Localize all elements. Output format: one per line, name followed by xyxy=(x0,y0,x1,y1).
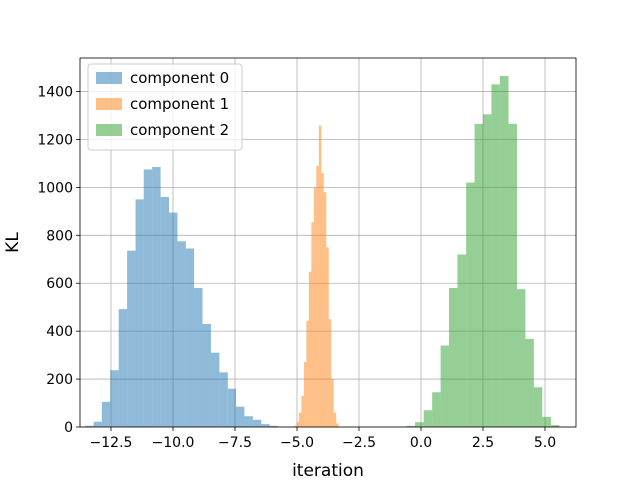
x-tick-label-5: 0.0 xyxy=(410,435,432,451)
y-tick-label-7: 1400 xyxy=(37,85,73,101)
y-tick-label-2: 400 xyxy=(46,324,73,340)
bar-series-1-bin-11 xyxy=(321,173,324,427)
legend-frame xyxy=(87,63,243,151)
bar-series-2-bin-12 xyxy=(508,123,517,428)
bar-series-0-bin-3 xyxy=(110,370,119,427)
bar-series-2-bin-9 xyxy=(483,114,492,427)
bar-series-0-bin-16 xyxy=(219,372,228,427)
bar-series-1-bin-8 xyxy=(313,187,317,427)
bar-series-0-bin-14 xyxy=(202,323,211,427)
bar-series-0-bin-5 xyxy=(127,250,136,427)
x-tick-label-7: 5.0 xyxy=(534,435,556,451)
bar-series-2-bin-4 xyxy=(440,345,450,427)
bar-series-1-bin-0 xyxy=(294,425,297,427)
bar-series-2-bin-15 xyxy=(533,387,543,427)
bar-series-0-bin-12 xyxy=(185,248,195,427)
legend-swatch-2 xyxy=(96,124,122,136)
bar-series-2-bin-7 xyxy=(466,182,475,427)
x-tick-label-0: −12.5 xyxy=(90,435,133,451)
bar-series-0-bin-18 xyxy=(235,406,245,427)
bar-series-1-bin-15 xyxy=(331,379,334,427)
bar-series-2-bin-10 xyxy=(491,84,500,427)
y-tick-label-4: 800 xyxy=(46,228,73,244)
bar-series-2-bin-3 xyxy=(432,392,441,427)
bar-series-2-bin-0 xyxy=(406,425,416,427)
bar-series-0-bin-8 xyxy=(152,167,161,428)
series-1-bars xyxy=(294,125,339,427)
bar-series-1-bin-17 xyxy=(336,423,339,427)
x-tick-label-4: −2.5 xyxy=(342,435,376,451)
bar-series-2-bin-16 xyxy=(542,416,551,427)
bar-series-0-bin-15 xyxy=(210,352,220,427)
bar-series-0-bin-17 xyxy=(227,388,236,427)
bar-series-2-bin-5 xyxy=(449,288,458,427)
bar-series-2-bin-14 xyxy=(525,338,534,427)
bar-series-0-bin-10 xyxy=(169,212,178,427)
y-tick-label-1: 200 xyxy=(46,372,73,388)
bar-series-0-bin-11 xyxy=(177,241,186,427)
bar-series-1-bin-13 xyxy=(326,247,329,427)
series-0-bars xyxy=(85,167,278,428)
y-axis-label: KL xyxy=(3,232,23,253)
bar-series-2-bin-13 xyxy=(516,289,526,427)
legend-label-2: component 2 xyxy=(130,121,229,139)
x-axis-label: iteration xyxy=(292,461,364,480)
x-axis-ticks: −12.5 −10.0 −7.5 −5.0 −2.5 0.0 2.5 5.0 xyxy=(90,427,556,451)
bar-series-0-bin-20 xyxy=(252,419,262,427)
bar-series-0-bin-0 xyxy=(85,425,94,427)
x-tick-label-6: 2.5 xyxy=(472,435,494,451)
bar-series-1-bin-12 xyxy=(323,192,327,427)
legend: component 0 component 1 component 2 xyxy=(87,63,243,151)
bar-series-0-bin-21 xyxy=(261,424,270,427)
bar-series-1-bin-9 xyxy=(316,165,319,427)
y-axis-ticks: 0 200 400 600 800 1000 1200 1400 xyxy=(37,85,80,436)
bar-series-2-bin-1 xyxy=(415,422,424,427)
bar-series-0-bin-6 xyxy=(135,199,144,427)
y-tick-label-3: 600 xyxy=(46,276,73,292)
series-2-bars xyxy=(406,75,560,428)
bar-series-2-bin-8 xyxy=(474,123,483,428)
legend-label-0: component 0 xyxy=(130,69,229,87)
bar-series-0-bin-13 xyxy=(194,288,203,427)
legend-swatch-1 xyxy=(96,98,122,110)
bar-series-1-bin-16 xyxy=(333,412,337,427)
bar-series-1-bin-5 xyxy=(306,320,309,427)
bar-series-0-bin-9 xyxy=(160,196,170,427)
bar-series-0-bin-2 xyxy=(101,401,111,427)
bar-series-0-bin-19 xyxy=(244,416,253,427)
bar-series-2-bin-11 xyxy=(499,75,509,428)
histogram-bars xyxy=(85,75,560,428)
legend-swatch-0 xyxy=(96,72,122,84)
bar-series-1-bin-4 xyxy=(303,361,307,427)
bar-series-1-bin-2 xyxy=(298,412,302,427)
bar-series-2-bin-6 xyxy=(457,254,467,427)
bar-series-2-bin-2 xyxy=(423,410,433,427)
bar-series-0-bin-1 xyxy=(93,421,102,427)
x-tick-label-1: −10.0 xyxy=(152,435,195,451)
bar-series-2-bin-17 xyxy=(550,425,560,427)
legend-label-1: component 1 xyxy=(130,95,229,113)
x-tick-label-2: −7.5 xyxy=(218,435,252,451)
bar-series-0-bin-22 xyxy=(269,425,278,427)
bar-series-0-bin-4 xyxy=(118,309,128,427)
y-tick-label-0: 0 xyxy=(64,420,73,436)
bar-series-1-bin-7 xyxy=(311,222,314,427)
y-tick-label-5: 1000 xyxy=(37,180,73,196)
bar-series-1-bin-3 xyxy=(301,395,304,427)
bar-series-1-bin-6 xyxy=(308,271,312,427)
bar-series-1-bin-10 xyxy=(318,125,322,427)
bar-series-0-bin-7 xyxy=(143,169,153,428)
bar-series-1-bin-1 xyxy=(296,422,299,427)
bar-series-1-bin-14 xyxy=(328,319,332,427)
plot-frame xyxy=(79,57,577,428)
x-tick-label-3: −5.0 xyxy=(280,435,314,451)
y-tick-label-6: 1200 xyxy=(37,132,73,148)
